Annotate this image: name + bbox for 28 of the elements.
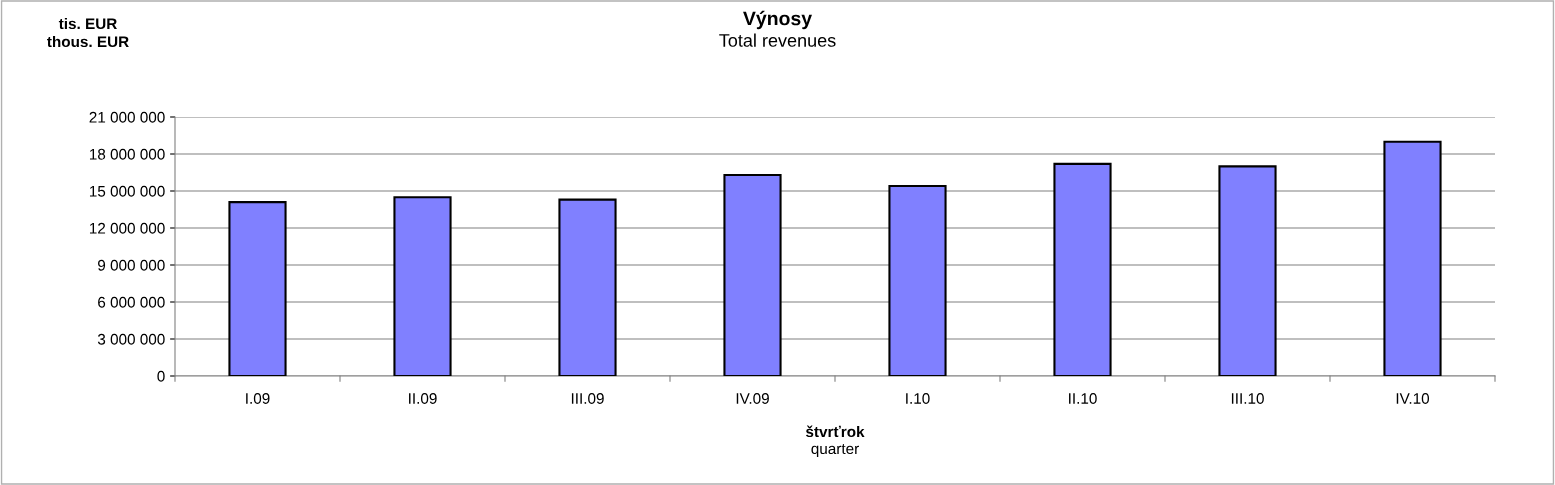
y-tick-label: 0 xyxy=(157,370,165,382)
bar xyxy=(228,201,287,376)
x-tick-label: IV.09 xyxy=(736,393,769,404)
y-tick-label: 15 000 000 xyxy=(89,185,165,197)
bar xyxy=(393,196,452,376)
x-tick-label: II.10 xyxy=(1069,393,1097,404)
y-tick-label: 21 000 000 xyxy=(89,111,165,123)
x-tick-label: III.10 xyxy=(1231,393,1264,404)
chart-title: Výnosy xyxy=(743,10,812,30)
bar xyxy=(558,198,617,376)
y-tick-label: 12 000 000 xyxy=(89,222,165,234)
x-tick-label: IV.10 xyxy=(1396,393,1430,404)
bar xyxy=(1218,165,1277,376)
x-axis-title: štvrťrok quarter xyxy=(805,425,865,458)
y-tick-label: 18 000 000 xyxy=(89,148,165,160)
chart-subtitle: Total revenues xyxy=(719,33,836,47)
y-tick-label: 6 000 000 xyxy=(98,296,165,308)
x-tick-label: II.09 xyxy=(409,393,437,404)
x-tick-label: I.09 xyxy=(246,393,270,404)
y-tick-label: 9 000 000 xyxy=(98,259,165,271)
y-axis-title: tis. EUR thous. EUR xyxy=(47,17,129,48)
bar xyxy=(1053,162,1112,376)
bar xyxy=(1383,140,1442,376)
bar xyxy=(723,173,782,376)
y-tick-label: 3 000 000 xyxy=(97,333,165,345)
x-tick-label: III.09 xyxy=(571,393,604,404)
bar xyxy=(888,185,947,376)
x-tick-label: I.10 xyxy=(906,393,930,404)
